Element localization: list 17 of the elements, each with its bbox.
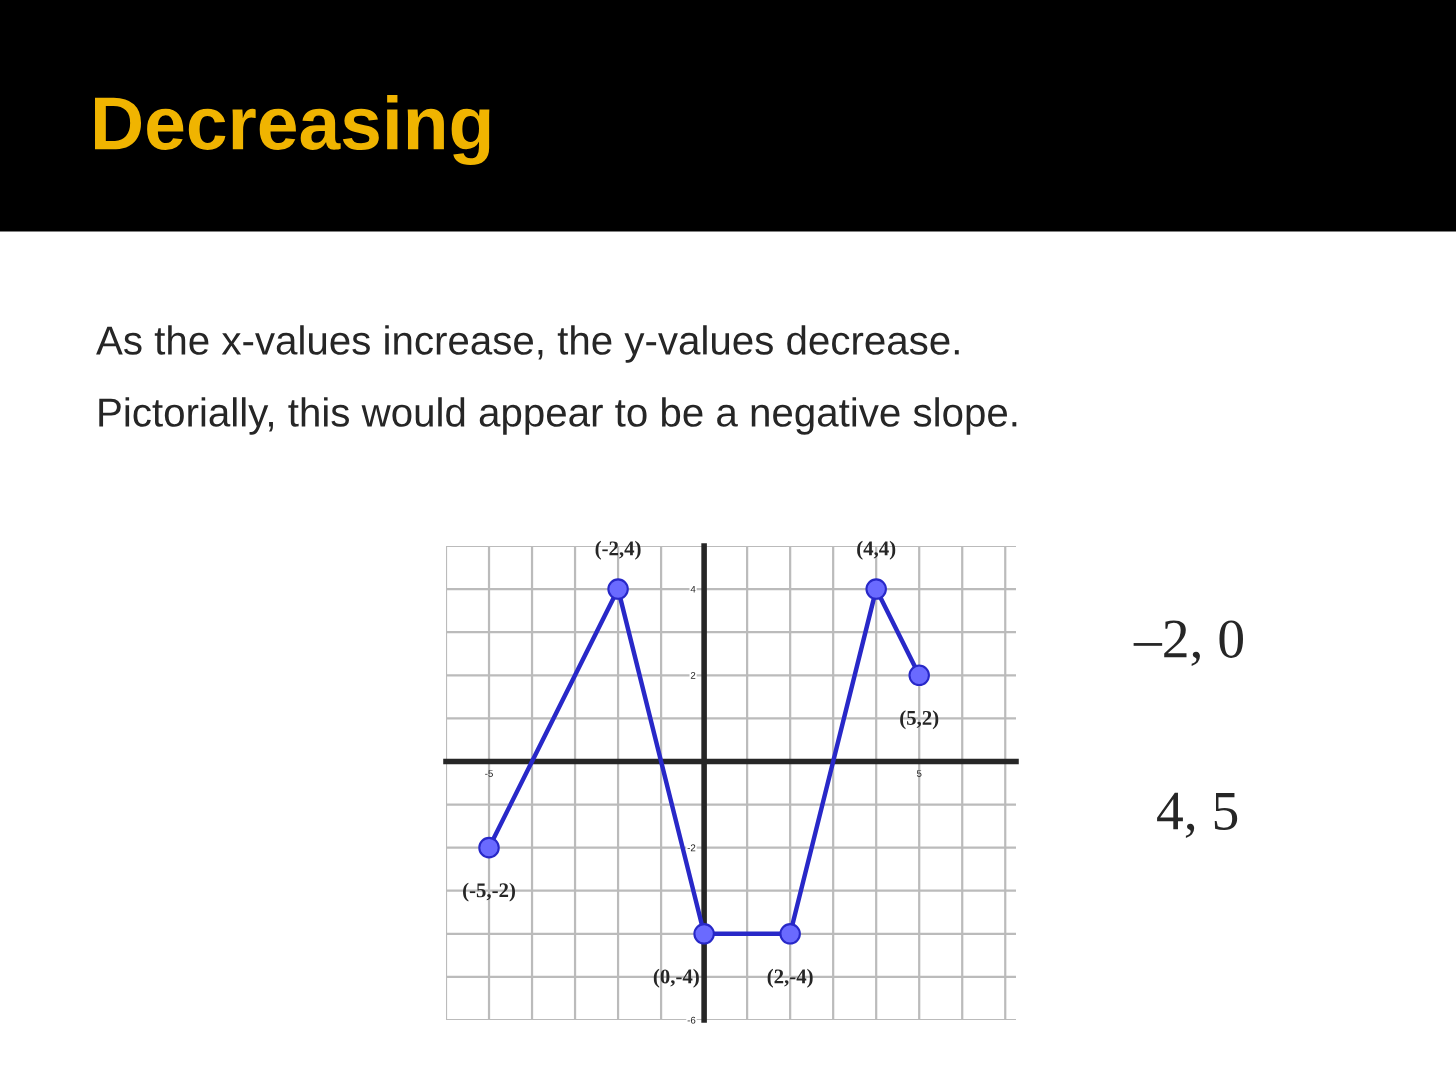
annotation: (-5,-2)	[463, 882, 515, 902]
annotation: (4,4)	[857, 540, 896, 560]
point	[865, 578, 887, 600]
point	[908, 664, 930, 687]
point	[693, 923, 715, 945]
text: 4, 5	[1157, 792, 1238, 838]
text: –2, 0	[1133, 620, 1243, 666]
point	[779, 923, 801, 945]
chart-title: Decreasing	[95, 94, 490, 166]
point	[607, 578, 629, 600]
annotation: (-2,4)	[595, 540, 641, 560]
point	[478, 836, 500, 859]
annotation: (2,-4)	[767, 968, 813, 988]
text: Pictorially, this would appear to be a negative slope.	[99, 397, 1017, 435]
text: As the x-values increase, the y-values decrease.	[96, 325, 959, 363]
annotation: (5,2)	[900, 710, 939, 730]
annotation: (0,-4)	[653, 968, 699, 988]
